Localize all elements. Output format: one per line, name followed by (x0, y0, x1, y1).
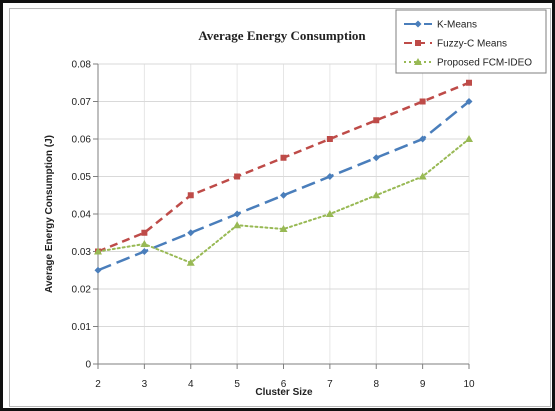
y-tick-label: 0.02 (72, 285, 92, 296)
series-1 (94, 98, 473, 274)
legend-swatch-marker (414, 58, 422, 65)
data-point (140, 248, 148, 255)
data-point (279, 225, 288, 232)
data-point (94, 247, 102, 255)
data-point (233, 210, 241, 218)
data-point (419, 135, 427, 143)
legend: K-Means Fuzzy-C Means Proposed FCM-IDEO (395, 9, 547, 74)
y-tick-label: 0.06 (72, 135, 92, 146)
y-tick-label: 0.05 (72, 172, 92, 183)
data-point (280, 191, 287, 199)
y-tick-label: 0.03 (72, 247, 92, 258)
x-tick-label: 4 (188, 379, 194, 390)
series-layer (94, 79, 473, 274)
data-point (141, 229, 148, 236)
y-tick-label: 0.04 (72, 210, 92, 221)
data-point (373, 117, 380, 124)
data-point (465, 135, 473, 142)
series-3 (94, 135, 473, 266)
data-point (187, 192, 194, 199)
x-tick-label: 5 (234, 379, 240, 390)
data-point (419, 98, 426, 105)
data-point (372, 154, 380, 162)
x-tick-label: 3 (142, 379, 148, 390)
data-point (325, 210, 334, 217)
x-tick-label: 7 (327, 379, 333, 390)
y-axis-label: Average Energy Consumption (J) (44, 135, 55, 293)
legend-item: K-Means (404, 20, 477, 31)
legend-label: Fuzzy-C Means (437, 39, 507, 50)
y-tick-label: 0 (85, 360, 91, 371)
data-point (233, 221, 242, 229)
legend-label: Proposed FCM-IDEO (437, 58, 532, 69)
data-point (234, 173, 241, 180)
chart-title: Average Energy Consumption (198, 28, 366, 43)
y-tick-label: 0.01 (72, 322, 92, 333)
x-tick-label: 10 (463, 379, 475, 390)
x-tick-label: 9 (420, 379, 426, 390)
x-axis-label: Cluster Size (255, 387, 313, 398)
y-tick-label: 0.07 (72, 97, 92, 108)
tick-labels: 0 0.01 0.02 0.03 0.04 0.05 0.06 0.07 0.08 2 3 4 5 6 7 8… (72, 60, 475, 391)
x-tick-label: 8 (373, 379, 379, 390)
series-line (97, 138, 470, 264)
data-point (418, 172, 427, 180)
data-point (187, 229, 195, 237)
axes (93, 63, 470, 369)
legend-swatch-marker (415, 40, 421, 46)
legend-item: Proposed FCM-IDEO (404, 58, 532, 69)
data-point (326, 136, 333, 142)
data-point (94, 266, 102, 274)
chart-area (9, 8, 551, 407)
data-point (186, 258, 195, 266)
data-point (280, 154, 287, 161)
data-point (140, 240, 149, 247)
data-point (465, 98, 473, 105)
data-point (466, 79, 472, 86)
legend-swatch-marker (414, 20, 422, 28)
legend-item: Fuzzy-C Means (404, 39, 507, 50)
x-tick-label: 6 (281, 379, 287, 390)
data-point (372, 191, 381, 199)
x-tick-label: 2 (95, 379, 101, 390)
data-point (326, 173, 334, 180)
legend-label: K-Means (437, 20, 477, 31)
y-tick-label: 0.08 (72, 60, 92, 71)
